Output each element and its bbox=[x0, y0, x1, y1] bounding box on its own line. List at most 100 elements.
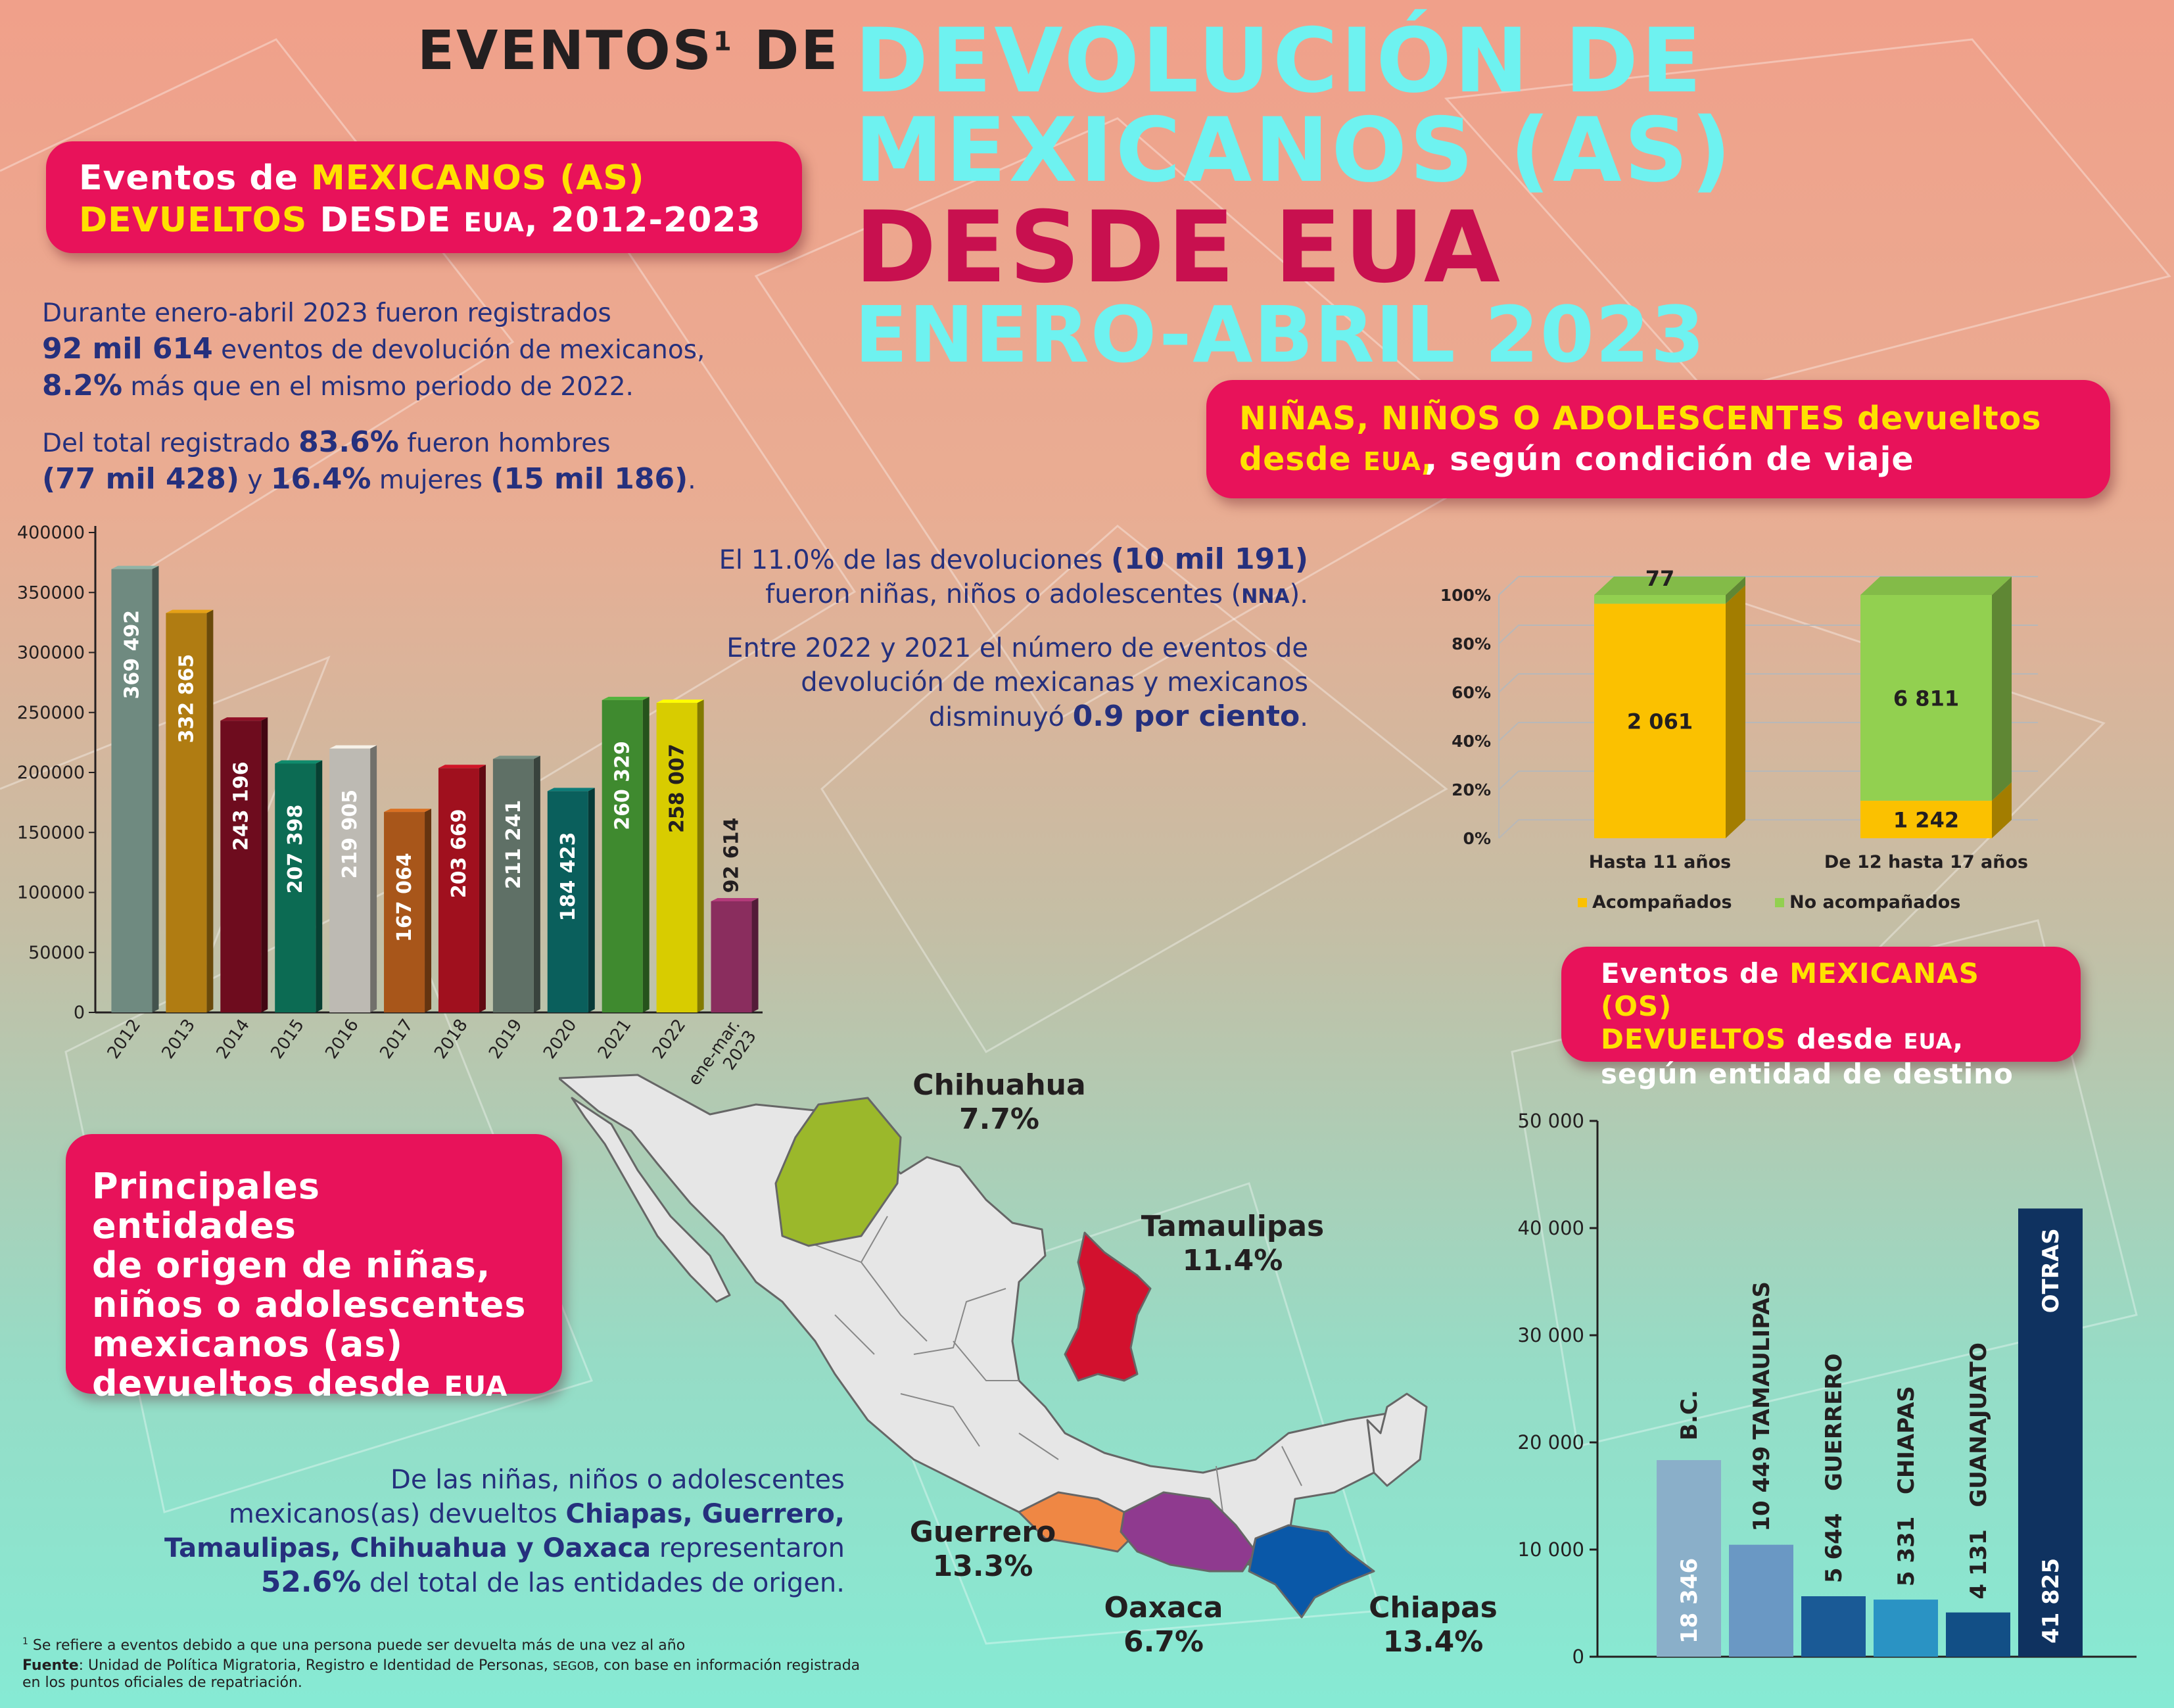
bar bbox=[1874, 1600, 1938, 1657]
mexico-map bbox=[559, 1074, 1428, 1619]
bar-value-label: 10 449 bbox=[1749, 1446, 1775, 1532]
baja-california bbox=[571, 1097, 731, 1303]
bar-value-label: 167 064 bbox=[393, 853, 416, 942]
y-tick-label: 20 000 bbox=[1518, 1431, 1584, 1454]
label-guerrero: Guerrero 13.3% bbox=[909, 1515, 1056, 1583]
bar bbox=[384, 812, 425, 1012]
bar-side bbox=[588, 788, 595, 1012]
bar-side bbox=[152, 565, 159, 1012]
category-label: TAMAULIPAS bbox=[1749, 1281, 1775, 1439]
category-label: GUERRERO bbox=[1821, 1354, 1847, 1491]
category-label: B.C. bbox=[1676, 1390, 1703, 1440]
bar-segment bbox=[1594, 604, 1726, 838]
footnote: 1 Se refiere a eventos debido a que una … bbox=[22, 1636, 861, 1692]
y-tick-label: 400000 bbox=[17, 523, 85, 543]
bar-top bbox=[384, 809, 432, 813]
annual-chart-title-box: Eventos de MEXICANOS (AS) DEVUELTOS DESD… bbox=[46, 141, 802, 253]
bar bbox=[111, 569, 153, 1012]
bar-top bbox=[547, 788, 595, 792]
bar-side bbox=[642, 696, 650, 1012]
x-tick-label-line: 2018 bbox=[431, 1016, 472, 1062]
oaxaca-state bbox=[1120, 1491, 1257, 1573]
y-tick-label: 0 bbox=[1572, 1646, 1584, 1663]
nna-text: El 11.0% de las devoluciones (10 mil 191… bbox=[719, 542, 1308, 733]
bar-value-label: 260 329 bbox=[611, 741, 634, 830]
segment-value-label: 77 bbox=[1645, 566, 1675, 591]
bar-top bbox=[275, 760, 323, 764]
bar-segment bbox=[1594, 595, 1726, 604]
y-tick-label: 150000 bbox=[17, 822, 85, 843]
category-label: GUANAJUATO bbox=[1966, 1342, 1992, 1507]
y-tick-label: 40% bbox=[1452, 732, 1491, 751]
bar-segment bbox=[1860, 800, 1992, 838]
bar-top bbox=[1594, 577, 1745, 595]
bar-top bbox=[1860, 577, 2012, 595]
y-tick-label: 300000 bbox=[17, 643, 85, 663]
x-tick-label-line: 2016 bbox=[321, 1016, 363, 1062]
bar-side bbox=[1992, 577, 2012, 801]
x-tick-label-line: 2015 bbox=[267, 1016, 308, 1062]
bar bbox=[711, 901, 752, 1012]
bar-top bbox=[111, 565, 159, 569]
segment-value-label: 2 061 bbox=[1627, 709, 1693, 734]
legend-swatch bbox=[1578, 898, 1587, 907]
bar bbox=[1946, 1612, 2010, 1657]
bar-value-label: 258 007 bbox=[666, 744, 689, 833]
bar bbox=[2018, 1208, 2083, 1657]
y-tick-label: 0% bbox=[1463, 829, 1491, 848]
bar-value-label: 92 614 bbox=[721, 818, 744, 893]
y-tick-label: 350000 bbox=[17, 582, 85, 603]
y-tick-label: 50000 bbox=[28, 943, 85, 963]
x-tick-label: 2014 bbox=[212, 1016, 254, 1062]
y-tick-label: 200000 bbox=[17, 763, 85, 783]
bar-value-label: 207 398 bbox=[284, 805, 307, 894]
bar bbox=[1657, 1459, 1721, 1657]
x-tick-label-line: 2021 bbox=[594, 1016, 636, 1062]
bar-value-label: 5 644 bbox=[1821, 1513, 1847, 1583]
bar-side bbox=[370, 745, 377, 1012]
y-tick-label: 100000 bbox=[17, 883, 85, 903]
title-line-2: MEXICANOS (AS) bbox=[855, 99, 1734, 202]
bar-side bbox=[533, 755, 540, 1012]
bar-side bbox=[206, 609, 214, 1012]
x-tick-label: 2020 bbox=[540, 1016, 581, 1062]
title-line-1: DEVOLUCIÓN DE bbox=[855, 9, 1705, 112]
y-tick-label: 0 bbox=[74, 1003, 85, 1023]
bar bbox=[547, 791, 588, 1012]
bar bbox=[492, 759, 534, 1012]
x-category-label: De 12 hasta 17 años bbox=[1824, 852, 2028, 872]
x-tick-label: 2022 bbox=[649, 1016, 690, 1062]
bar-value-label: 243 196 bbox=[229, 761, 252, 851]
bar-side bbox=[1726, 577, 1745, 604]
label-chihuahua: Chihuahua 7.7% bbox=[912, 1068, 1086, 1136]
bar-side bbox=[1726, 585, 1745, 838]
title-line-4: ENERO-ABRIL 2023 bbox=[855, 289, 1707, 380]
bar-value-label: 211 241 bbox=[502, 800, 525, 890]
bar bbox=[602, 700, 643, 1012]
legend-swatch bbox=[1775, 898, 1784, 907]
y-tick-label: 10 000 bbox=[1518, 1538, 1584, 1561]
bar-top bbox=[711, 897, 759, 901]
y-tick-label: 80% bbox=[1452, 634, 1491, 653]
x-tick-label-line: 2014 bbox=[212, 1016, 254, 1062]
title-prefix: EVENTOS1 DE bbox=[417, 20, 840, 82]
bar-top bbox=[329, 745, 377, 749]
bar-top bbox=[438, 765, 486, 769]
x-tick-label: 2018 bbox=[431, 1016, 472, 1062]
bar bbox=[1801, 1596, 1866, 1657]
bar-side bbox=[1992, 782, 2012, 838]
x-tick-label-line: 2022 bbox=[649, 1016, 690, 1062]
x-category-label: Hasta 11 años bbox=[1589, 852, 1731, 872]
y-tick-label: 40 000 bbox=[1518, 1217, 1584, 1239]
bar bbox=[656, 703, 697, 1012]
bar-value-label: 5 331 bbox=[1893, 1517, 1920, 1586]
bar-side bbox=[751, 897, 759, 1012]
bar-side bbox=[697, 700, 704, 1012]
intro-text: Durante enero-abril 2023 fueron registra… bbox=[42, 298, 705, 496]
bar bbox=[166, 613, 207, 1012]
bar-side bbox=[479, 765, 486, 1012]
x-tick-label-line: 2017 bbox=[376, 1016, 417, 1062]
y-tick-label: 50 000 bbox=[1518, 1110, 1584, 1132]
bar bbox=[438, 768, 479, 1012]
x-tick-label: 2021 bbox=[594, 1016, 636, 1062]
